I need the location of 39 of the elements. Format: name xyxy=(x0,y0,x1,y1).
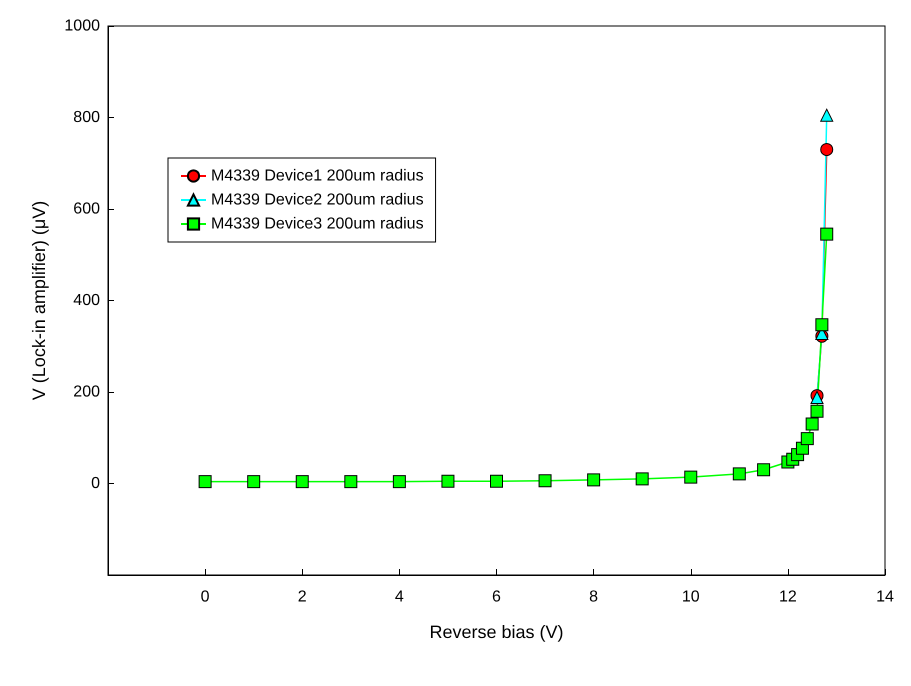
point xyxy=(820,228,834,241)
point xyxy=(344,475,358,488)
legend-label: M4339 Device3 200um radius xyxy=(211,216,424,232)
point xyxy=(810,404,824,418)
x-tick-label: 2 xyxy=(298,588,307,606)
x-tick-label: 4 xyxy=(394,588,404,606)
point xyxy=(806,418,819,431)
point xyxy=(296,475,309,488)
x-tick-label: 12 xyxy=(778,588,797,606)
x-tick-label: 14 xyxy=(876,588,894,606)
point xyxy=(490,474,503,488)
y-tick-label: 1000 xyxy=(64,18,100,34)
point xyxy=(392,475,406,488)
y-tick-label: 600 xyxy=(73,200,100,218)
x-axis-title: Reverse bias (V) xyxy=(429,622,564,642)
point xyxy=(800,432,814,446)
y-tick-label: 0 xyxy=(91,475,100,492)
y-tick-label: 200 xyxy=(73,384,100,400)
point xyxy=(732,467,746,480)
x-tick-label: 8 xyxy=(589,588,598,606)
point xyxy=(820,108,834,122)
legend-label: M4339 Device2 200um radius xyxy=(211,192,424,208)
point xyxy=(247,475,260,488)
legend-label: M4339 Device1 200um radius xyxy=(211,168,424,184)
point xyxy=(815,318,828,332)
y-tick-label: 400 xyxy=(73,292,100,309)
y-tick-label: 800 xyxy=(73,109,100,126)
x-tick-label: 10 xyxy=(682,588,700,606)
point xyxy=(587,473,600,486)
point xyxy=(757,463,770,476)
point xyxy=(684,470,698,484)
point xyxy=(538,474,552,488)
x-tick-label: 6 xyxy=(492,588,502,606)
y-axis-title: V (Lock-in amplifier) (μV) xyxy=(29,200,49,400)
point xyxy=(441,474,454,488)
x-tick-label: 0 xyxy=(200,588,210,606)
point xyxy=(820,143,834,156)
point xyxy=(636,472,649,486)
point xyxy=(198,475,212,488)
